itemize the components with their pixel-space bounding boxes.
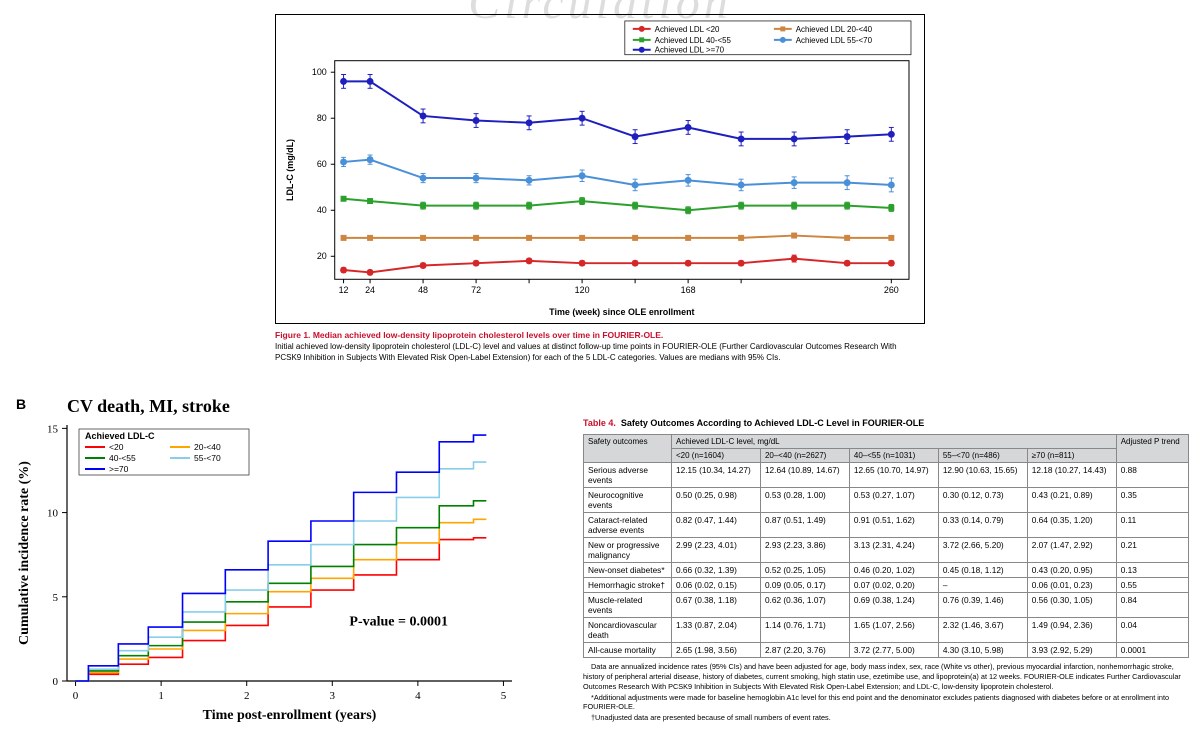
svg-text:LDL-C (mg/dL): LDL-C (mg/dL) <box>285 139 295 201</box>
table4-title-text: Safety Outcomes According to Achieved LD… <box>621 418 924 428</box>
svg-text:Time post-enrollment (years): Time post-enrollment (years) <box>203 708 377 723</box>
figure1-caption-text: Initial achieved low-density lipoprotein… <box>275 342 897 362</box>
svg-text:15: 15 <box>47 423 59 435</box>
svg-text:20-<40: 20-<40 <box>194 442 221 452</box>
svg-text:24: 24 <box>365 285 375 295</box>
safety-table: Safety outcomesAchieved LDL-C level, mg/… <box>583 434 1189 658</box>
svg-text:4: 4 <box>415 690 421 702</box>
table-row: New or progressive malignancy2.99 (2.23,… <box>584 538 1189 563</box>
svg-text:1: 1 <box>158 690 164 702</box>
svg-text:12: 12 <box>339 285 349 295</box>
svg-text:60: 60 <box>317 159 327 169</box>
svg-text:40: 40 <box>317 205 327 215</box>
svg-text:Achieved LDL 40-<55: Achieved LDL 40-<55 <box>655 36 732 45</box>
table-row: New-onset diabetes*0.66 (0.32, 1.39)0.52… <box>584 563 1189 578</box>
table-row: Cataract-related adverse events0.82 (0.4… <box>584 513 1189 538</box>
svg-text:Achieved LDL 55-<70: Achieved LDL 55-<70 <box>796 36 873 45</box>
table4-notes: Data are annualized incidence rates (95%… <box>583 662 1189 723</box>
figureB-panel: B CV death, MI, stroke 051015012345Time … <box>12 400 532 730</box>
svg-text:260: 260 <box>884 285 899 295</box>
table4-label: Table 4. <box>583 418 616 428</box>
figureB-title: CV death, MI, stroke <box>67 396 230 417</box>
table-row: Hemorrhagic stroke†0.06 (0.02, 0.15)0.09… <box>584 578 1189 593</box>
svg-text:>=70: >=70 <box>109 464 129 474</box>
svg-text:Achieved LDL-C: Achieved LDL-C <box>85 431 155 441</box>
figure1-title-text: Median achieved low-density lipoprotein … <box>313 330 663 340</box>
svg-text:40-<55: 40-<55 <box>109 453 136 463</box>
svg-text:0: 0 <box>53 676 59 688</box>
svg-text:P-value = 0.0001: P-value = 0.0001 <box>349 614 448 629</box>
table-row: All-cause mortality2.65 (1.98, 3.56)2.87… <box>584 643 1189 658</box>
table4-title: Table 4. Safety Outcomes According to Ac… <box>583 418 1189 428</box>
svg-text:3: 3 <box>330 690 336 702</box>
svg-text:48: 48 <box>418 285 428 295</box>
svg-text:168: 168 <box>681 285 696 295</box>
table-row: Neurocognitive events0.50 (0.25, 0.98)0.… <box>584 488 1189 513</box>
svg-text:0: 0 <box>73 690 79 702</box>
svg-text:72: 72 <box>471 285 481 295</box>
svg-text:Cumulative incidence rate (%): Cumulative incidence rate (%) <box>17 461 32 645</box>
svg-text:20: 20 <box>317 251 327 261</box>
panel-letter: B <box>16 396 26 412</box>
table-row: Noncardiovascular death1.33 (0.87, 2.04)… <box>584 618 1189 643</box>
figure1-label: Figure 1. <box>275 330 310 340</box>
svg-text:5: 5 <box>53 592 59 604</box>
table-row: Serious adverse events12.15 (10.34, 14.2… <box>584 463 1189 488</box>
svg-text:55-<70: 55-<70 <box>194 453 221 463</box>
svg-text:100: 100 <box>312 67 327 77</box>
svg-text:120: 120 <box>575 285 590 295</box>
svg-text:Achieved LDL 20-<40: Achieved LDL 20-<40 <box>796 25 873 34</box>
svg-text:80: 80 <box>317 113 327 123</box>
svg-text:Time (week) since OLE enrollme: Time (week) since OLE enrollment <box>549 307 694 317</box>
svg-text:2: 2 <box>244 690 250 702</box>
figure1-caption: Figure 1. Median achieved low-density li… <box>275 330 925 363</box>
svg-text:Achieved LDL >=70: Achieved LDL >=70 <box>655 46 725 55</box>
svg-text:Achieved LDL <20: Achieved LDL <20 <box>655 25 720 34</box>
svg-text:10: 10 <box>47 508 59 520</box>
svg-text:5: 5 <box>501 690 507 702</box>
table-row: Muscle-related events0.67 (0.38, 1.18)0.… <box>584 593 1189 618</box>
figure1-chart: 20 40 60 80 100 12 24 48 72 120 168 260 Time (week) … <box>275 14 925 324</box>
svg-text:<20: <20 <box>109 442 124 452</box>
table4-area: Table 4. Safety Outcomes According to Ac… <box>583 418 1189 724</box>
